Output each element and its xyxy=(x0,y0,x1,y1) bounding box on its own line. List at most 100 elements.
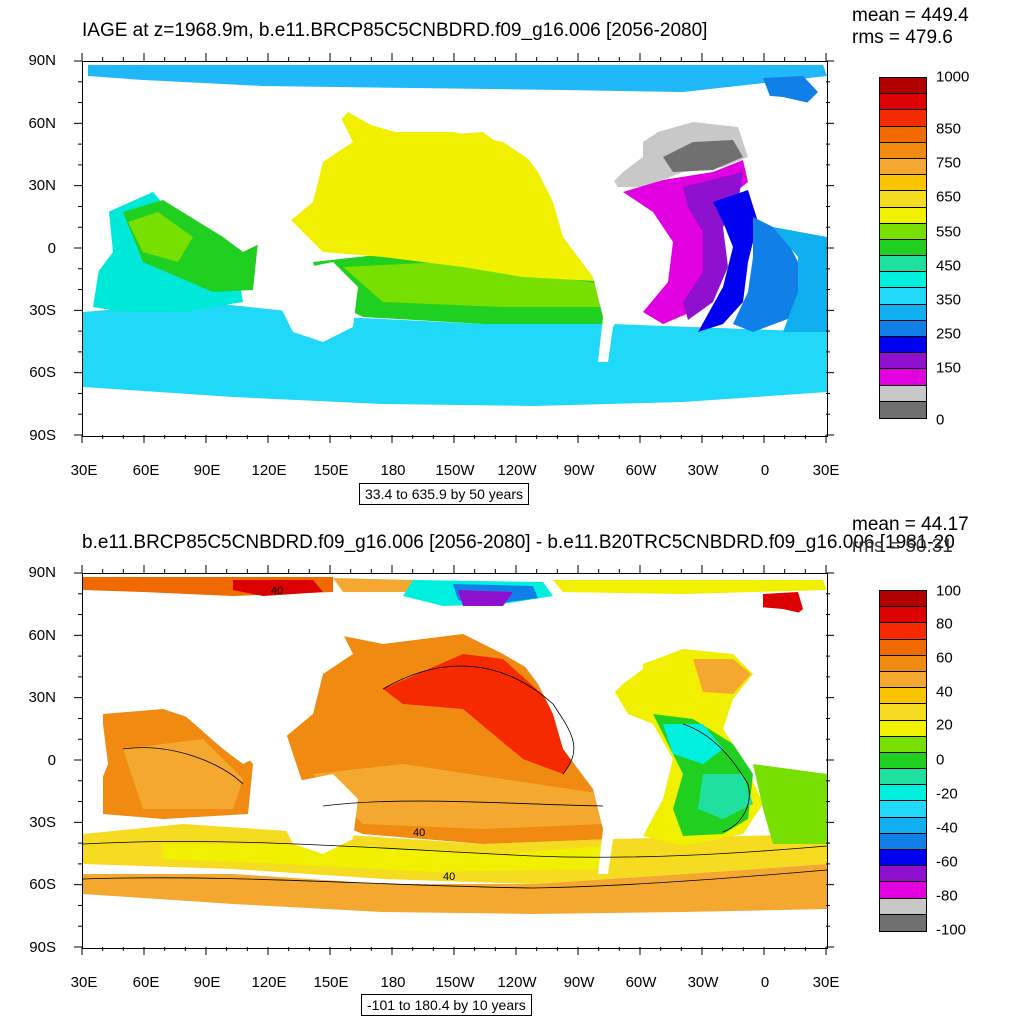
contour-range-label: 33.4 to 635.9 by 50 years xyxy=(359,483,529,505)
contour-line xyxy=(122,747,244,785)
colorbar-swatch xyxy=(880,671,926,689)
lat-tick-label: 60S xyxy=(29,364,56,381)
lon-tick-label: 60W xyxy=(625,462,657,479)
colorbar-swatch xyxy=(880,720,926,737)
colorbar-swatch xyxy=(880,688,926,705)
lon-tick-label: 60W xyxy=(625,974,657,991)
america-landmass xyxy=(523,622,643,874)
lon-tick-label: 30E xyxy=(70,974,98,991)
colorbar-swatch xyxy=(880,353,926,370)
lat-tick-label: 0 xyxy=(47,752,56,769)
mean-stat: mean = 449.4 xyxy=(852,5,969,26)
colorbar-swatch xyxy=(880,769,926,786)
colorbar-swatch xyxy=(880,304,926,321)
africa-landmass xyxy=(83,192,113,277)
colorbar-label: 40 xyxy=(936,683,953,701)
colorbar-swatch xyxy=(880,158,926,176)
colorbar-swatch xyxy=(880,736,926,753)
colorbar-swatch xyxy=(880,256,926,273)
contour-line xyxy=(682,723,750,833)
colorbar-swatch xyxy=(880,623,926,640)
map-field: 40 40 40 xyxy=(83,577,827,948)
colorbar xyxy=(879,77,927,419)
lon-tick-label: 120W xyxy=(497,462,537,479)
lat-tick-label: 30S xyxy=(29,814,56,831)
colorbar-label: -80 xyxy=(936,887,958,905)
lon-tick-label: 180 xyxy=(380,974,406,991)
asia-landmass xyxy=(83,612,353,764)
pacific-inner xyxy=(313,764,603,829)
colorbar-label: 0 xyxy=(936,751,945,769)
africa-landmass xyxy=(83,714,108,794)
colorbar-swatch xyxy=(880,401,926,418)
lon-tick-label: 60E xyxy=(132,974,160,991)
colorbar-label: 100 xyxy=(936,582,962,600)
north-pacific-red xyxy=(383,654,583,774)
colorbar-swatch xyxy=(880,175,926,192)
australia-landmass xyxy=(278,262,358,342)
age-chart-panel: IAGE at z=1968.9m, b.e11.BRCP85C5CNBDRD.… xyxy=(28,5,969,505)
age-difference-panel: b.e11.BRCP85C5CNBDRD.f09_g16.006 [2056-2… xyxy=(0,512,1024,1024)
lon-tick-label: 180 xyxy=(380,462,406,479)
indian-ocean-inner xyxy=(123,739,243,809)
chart-title: b.e11.BRCP85C5CNBDRD.f09_g16.006 [2056-2… xyxy=(82,532,955,553)
colorbar-swatch xyxy=(880,207,926,224)
colorbar-label: 650 xyxy=(936,188,962,206)
colorbar-label: 550 xyxy=(936,223,962,241)
lon-tick-label: 90E xyxy=(193,974,221,991)
contour-label: 40 xyxy=(443,871,455,883)
colorbar-swatch xyxy=(880,94,926,111)
western-indian-green xyxy=(128,212,193,262)
colorbar-label: 450 xyxy=(936,257,962,275)
antarctica-landmass xyxy=(83,909,827,948)
colorbar-swatch xyxy=(880,866,926,883)
colorbar-swatch xyxy=(880,817,926,834)
colorbar-swatch xyxy=(880,639,926,656)
north-atlantic-orange xyxy=(693,659,751,694)
arctic-canadian-purple xyxy=(458,590,513,606)
colorbar-swatch xyxy=(880,752,926,770)
colorbar-swatch xyxy=(880,833,926,850)
colorbar-label: -40 xyxy=(936,819,958,837)
colorbar-swatch xyxy=(880,850,926,867)
chart-title: IAGE at z=1968.9m, b.e11.BRCP85C5CNBDRD.… xyxy=(82,20,708,41)
colorbar-label: 250 xyxy=(936,325,962,343)
lat-tick-label: 30S xyxy=(29,302,56,319)
arctic-siberian-peak xyxy=(233,580,323,596)
lat-tick-label: 0 xyxy=(47,240,56,257)
europe-landmass xyxy=(723,92,827,177)
colorbar-label: 150 xyxy=(936,359,962,377)
contour-line xyxy=(382,665,575,775)
lon-tick-label: 150E xyxy=(313,462,349,479)
north-atlantic-darkgray xyxy=(663,140,743,172)
colorbar-swatch xyxy=(880,385,926,402)
lon-tick-label: 120E xyxy=(251,974,287,991)
colorbar-swatch xyxy=(880,191,926,208)
colorbar-swatch xyxy=(880,914,926,931)
lon-tick-label: 30E xyxy=(812,462,840,479)
colorbar-label: 850 xyxy=(936,120,962,138)
lon-tick-label: 150W xyxy=(435,462,475,479)
colorbar-label: 750 xyxy=(936,154,962,172)
europe-landmass xyxy=(723,604,827,689)
rms-stat: rms = 50.31 xyxy=(852,536,953,557)
colorbar-swatch xyxy=(880,272,926,289)
colorbar-label: 0 xyxy=(936,411,945,429)
colorbar-label: 20 xyxy=(936,716,953,734)
colorbar-swatch xyxy=(880,369,926,386)
lon-tick-label: 0 xyxy=(760,462,770,479)
lat-tick-label: 30N xyxy=(28,177,56,194)
atlantic-cyan xyxy=(663,724,723,764)
south-pacific-inner xyxy=(343,262,603,307)
colorbar-swatch xyxy=(880,239,926,257)
lat-tick-label: 60N xyxy=(28,627,56,644)
colorbar-swatch xyxy=(880,126,926,143)
colorbar-swatch xyxy=(880,655,926,672)
lat-tick-label: 90S xyxy=(29,427,56,444)
lon-tick-label: 120E xyxy=(251,462,287,479)
contour-label: 40 xyxy=(413,827,425,839)
lat-tick-label: 90N xyxy=(28,52,56,69)
contour-line xyxy=(322,800,604,807)
arctic-region xyxy=(88,65,827,92)
lon-tick-label: 90W xyxy=(563,462,595,479)
